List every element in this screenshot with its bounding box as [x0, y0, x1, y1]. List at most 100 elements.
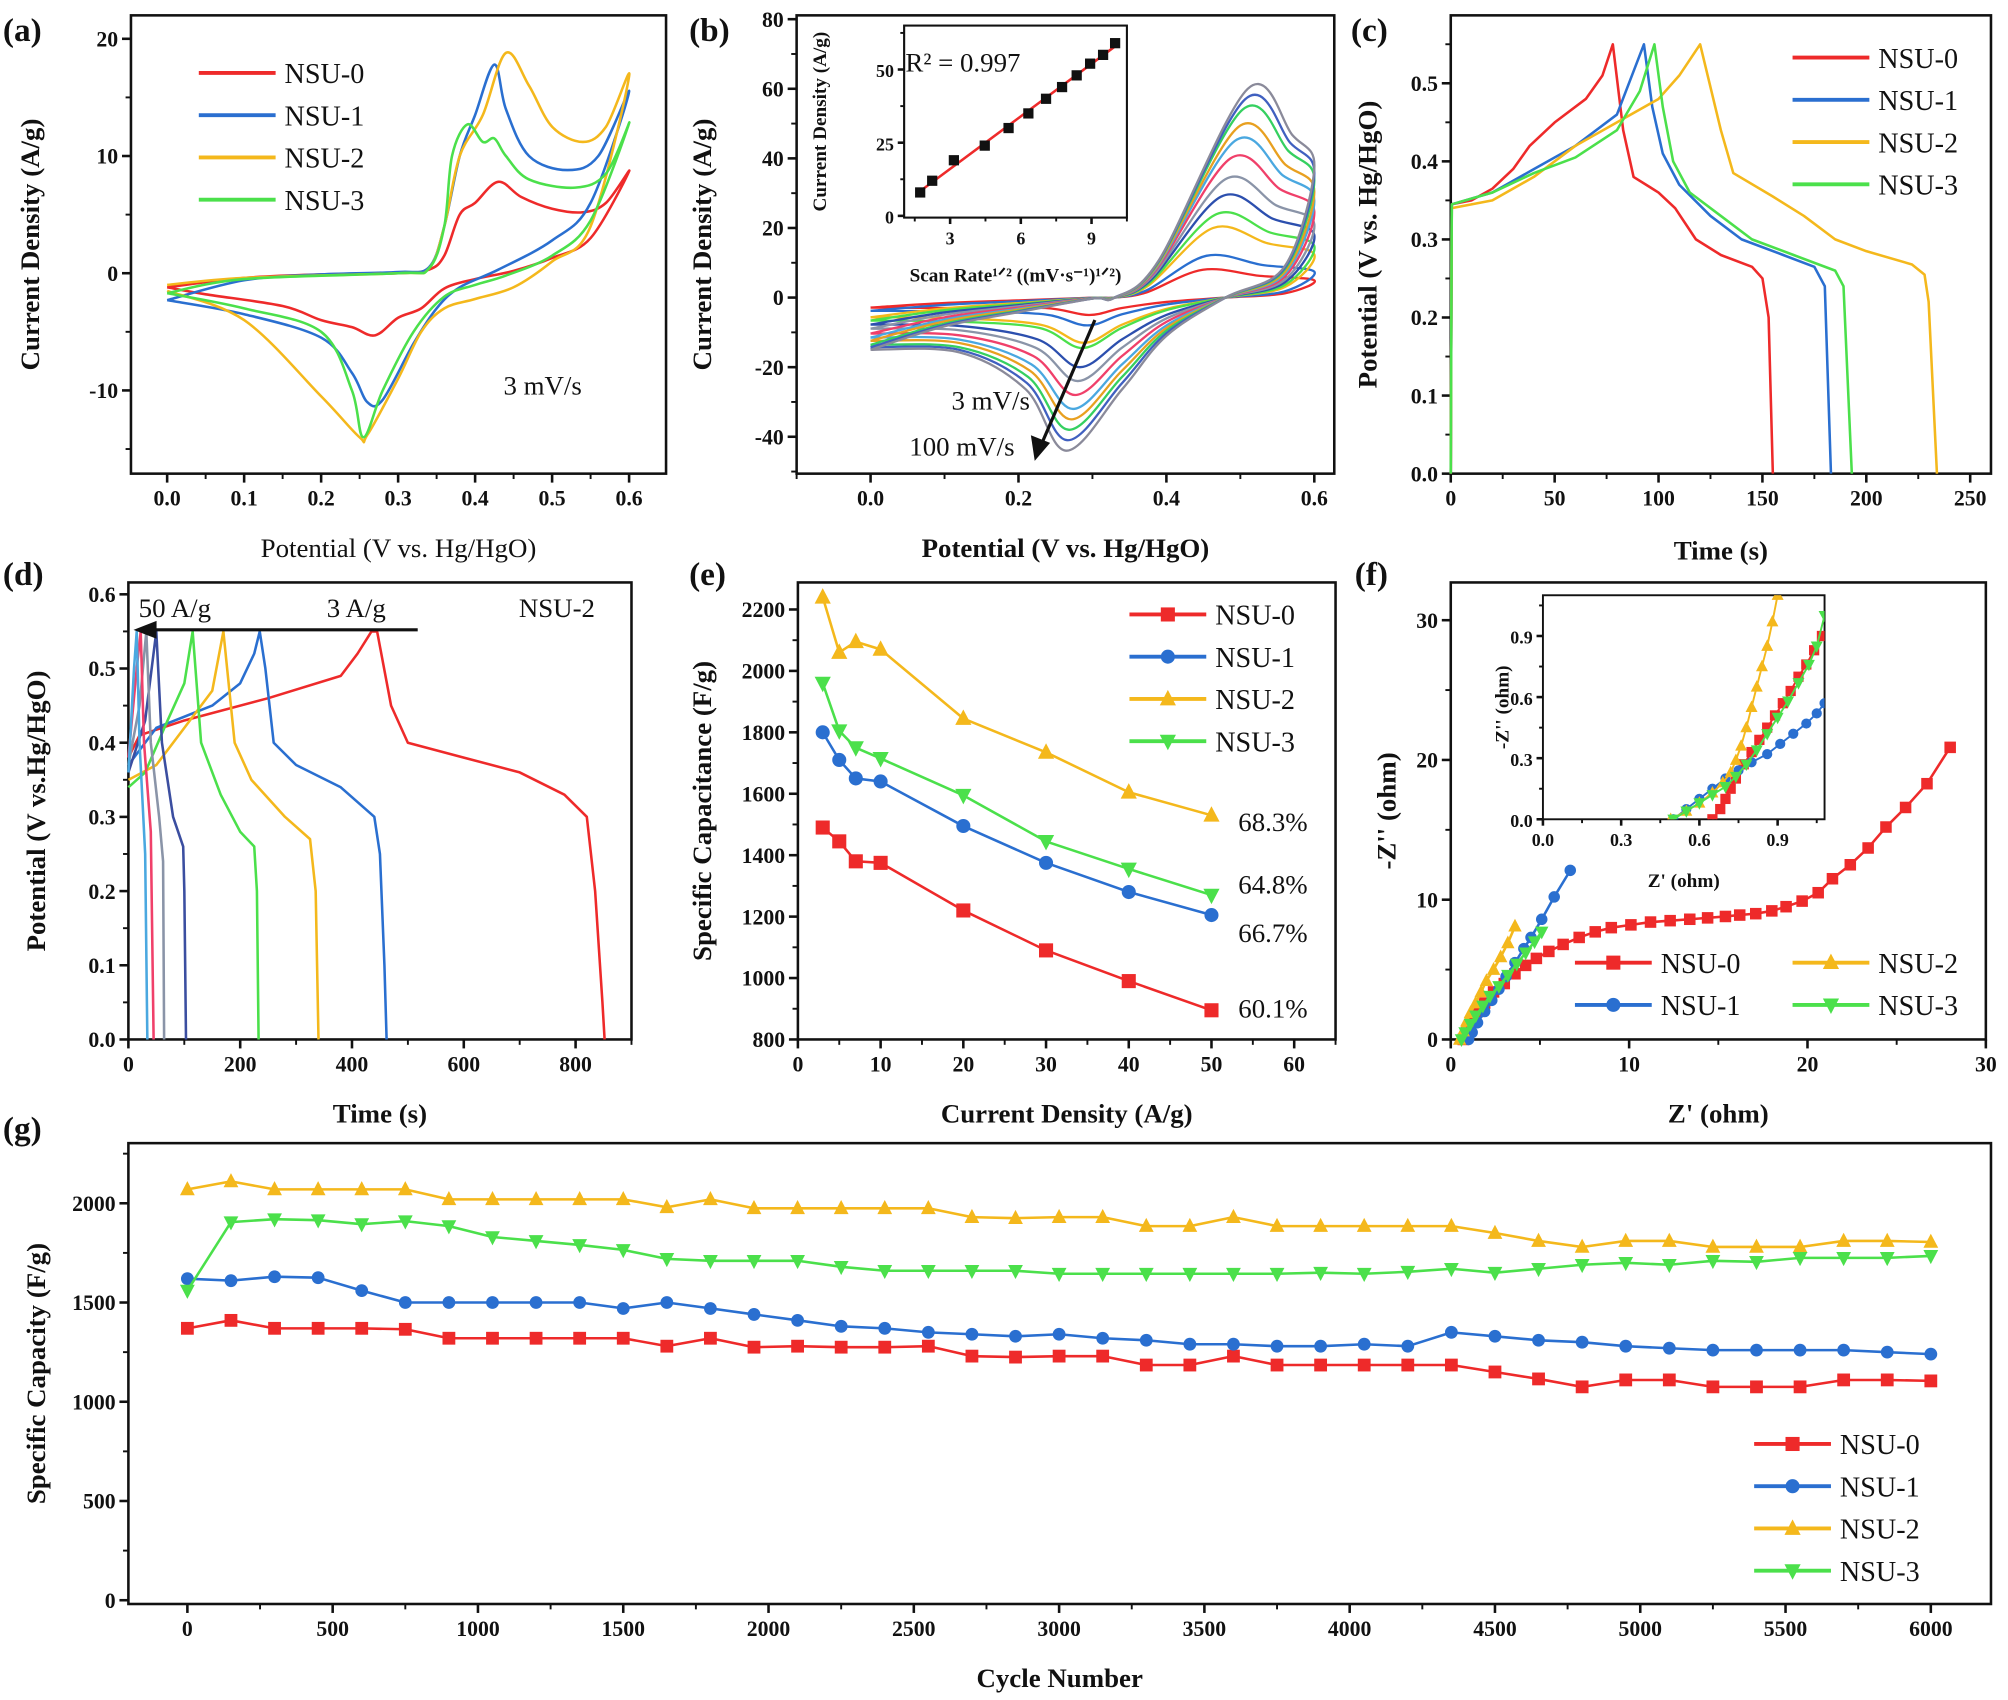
series-line-1	[127, 630, 388, 1040]
x-tick-label: 250	[1954, 487, 1987, 511]
linear-fit-line	[919, 45, 1116, 193]
triangle-marker	[1574, 1238, 1590, 1253]
square-marker	[1270, 1358, 1284, 1372]
y-tick-label: 0.4	[88, 731, 115, 755]
circle-marker	[442, 1296, 456, 1309]
circle-marker	[1183, 1337, 1197, 1351]
square-marker	[1097, 49, 1109, 60]
circle-marker	[180, 1272, 194, 1286]
circle-marker	[1548, 891, 1560, 903]
triangle-marker	[847, 632, 864, 649]
x-tick-label: 30	[1035, 1052, 1057, 1076]
y-tick-label: 10	[1416, 888, 1438, 912]
triangle-marker	[872, 640, 889, 656]
y-tick-label: 25	[876, 134, 894, 154]
triangle-marker	[267, 1181, 282, 1196]
x-tick-label: 50	[1544, 487, 1566, 511]
triangle-down-marker	[872, 752, 889, 768]
triangle-down-marker	[1706, 790, 1719, 802]
x-tick-label: 2500	[892, 1617, 936, 1641]
square-marker	[815, 820, 830, 835]
y-tick-label: 1600	[742, 782, 786, 806]
triangle-down-marker	[1771, 712, 1784, 725]
x-tick-label: 10	[870, 1052, 892, 1076]
circle-marker	[1204, 908, 1219, 923]
circle-marker	[1819, 698, 1825, 709]
triangle-marker	[1269, 1217, 1285, 1232]
circle-marker	[660, 1296, 674, 1309]
square-marker	[1227, 1349, 1240, 1363]
triangle-marker	[1486, 962, 1501, 975]
y-tick-label: 0	[773, 286, 784, 310]
triangle-down-marker	[179, 1284, 195, 1299]
triangle-down-marker	[955, 788, 972, 805]
triangle-down-marker	[1693, 798, 1706, 810]
series-line-NSU-0	[821, 826, 1212, 1012]
square-marker	[1715, 803, 1726, 815]
square-marker	[224, 1313, 238, 1327]
plot-frame	[1449, 14, 1993, 475]
x-tick-label: 150	[1746, 487, 1779, 511]
square-marker	[1701, 912, 1714, 924]
y-tick-label: 0.6	[1510, 689, 1532, 709]
triangle-marker	[1618, 1232, 1634, 1247]
triangle-down-marker	[833, 1260, 849, 1276]
triangle-marker	[1443, 1217, 1459, 1232]
panel-b-inset: 3 6 9 0 25 50 Scan Rate¹ᐟ² ((mV·s⁻¹)¹ᐟ²) Curren…	[810, 24, 1128, 287]
square-marker	[1139, 1358, 1153, 1372]
square-marker	[979, 140, 990, 151]
y-tick-label: 0.1	[88, 954, 115, 978]
circle-marker	[1811, 708, 1822, 719]
square-marker	[1720, 793, 1731, 805]
triangle-down-marker	[223, 1216, 239, 1231]
annotation: 50 A/g	[139, 593, 211, 623]
triangle-down-marker	[1203, 888, 1220, 905]
series-line-3	[127, 630, 260, 1040]
square-marker	[1444, 1358, 1458, 1372]
square-marker	[1314, 1358, 1328, 1372]
triangle-down-marker	[572, 1239, 588, 1254]
y-tick-label: 0	[107, 262, 118, 286]
series-line-NSU-0	[1449, 43, 1775, 474]
circle-marker	[1270, 1339, 1284, 1353]
triangle-marker	[1735, 739, 1748, 751]
annotation: NSU-2	[519, 593, 595, 623]
x-tick-label: 0.6	[1301, 487, 1328, 511]
legend-label: NSU-0	[1661, 949, 1741, 980]
circle-marker	[1096, 1331, 1110, 1345]
square-marker	[1009, 1350, 1022, 1364]
circle-marker	[873, 774, 888, 789]
x-axis-label: Potential (V vs. Hg/HgO)	[922, 533, 1210, 563]
triangle-marker	[1203, 806, 1220, 822]
square-marker	[1733, 909, 1746, 921]
square-marker	[1530, 952, 1543, 965]
y-tick-label: 20	[762, 217, 784, 241]
series-line-4	[127, 630, 188, 1040]
triangle-down-marker	[1810, 641, 1823, 653]
triangle-down-marker	[1518, 947, 1533, 961]
x-tick-label: 0.5	[539, 487, 566, 511]
triangle-marker	[310, 1181, 326, 1196]
triangle-down-marker	[1761, 729, 1774, 741]
circle-marker	[956, 818, 971, 834]
circle-marker	[848, 771, 863, 786]
square-marker	[1096, 1349, 1110, 1363]
series-line-NSU-0	[166, 169, 631, 337]
circle-marker	[1880, 1345, 1894, 1359]
circle-marker	[1488, 1329, 1502, 1343]
triangle-down-marker	[1463, 1018, 1478, 1032]
legend-label: NSU-0	[1215, 601, 1295, 632]
y-tick-label: 0.3	[88, 806, 115, 830]
triangle-marker	[1400, 1217, 1416, 1232]
square-marker	[1921, 777, 1933, 790]
x-tick-label: 0.0	[857, 487, 884, 511]
circle-marker	[834, 1319, 848, 1333]
triangle-down-marker	[1501, 969, 1515, 983]
triangle-marker	[572, 1191, 588, 1206]
panel-label: (c)	[1351, 12, 1388, 49]
triangle-marker	[615, 1191, 631, 1206]
triangle-marker	[920, 1199, 936, 1215]
triangle-down-marker	[1356, 1267, 1372, 1283]
square-marker	[704, 1331, 717, 1345]
